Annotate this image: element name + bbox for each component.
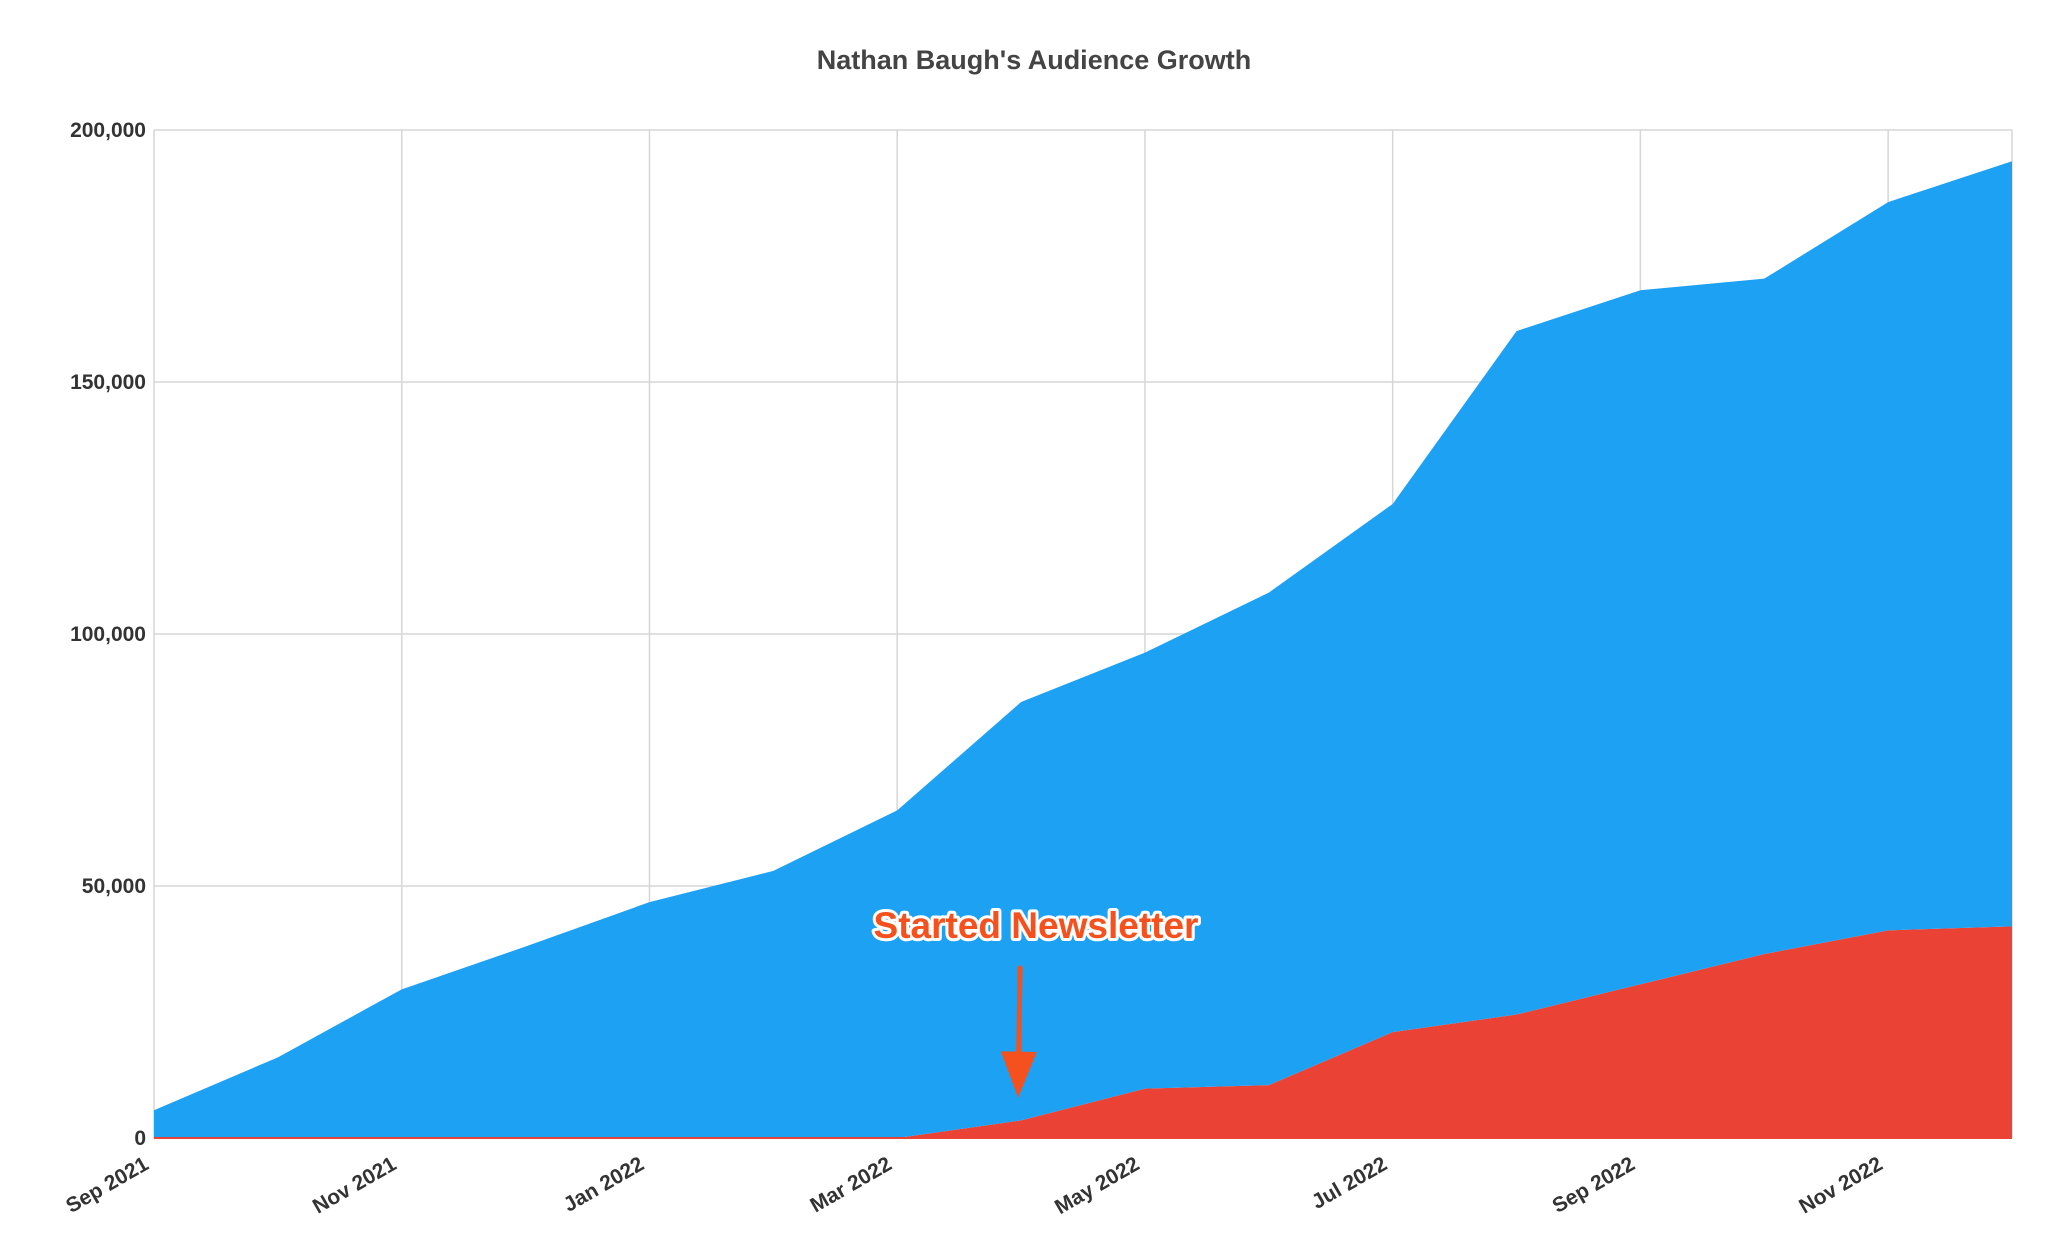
annotation-arrow-head bbox=[1000, 1051, 1037, 1098]
y-tick-label: 100,000 bbox=[70, 623, 146, 646]
series-area-2 bbox=[154, 161, 2012, 1138]
x-tick-label: Jan 2022 bbox=[560, 1152, 648, 1216]
x-tick-label: Sep 2021 bbox=[62, 1152, 153, 1218]
y-axis: 0 50,000 100,000 150,000 200,000 bbox=[70, 119, 146, 1150]
x-tick-label: Nov 2022 bbox=[1795, 1152, 1886, 1218]
y-tick-label: 150,000 bbox=[70, 371, 146, 394]
x-tick-label: Sep 2022 bbox=[1549, 1152, 1639, 1217]
x-axis: Sep 2021 Nov 2021 Jan 2022 Mar 2022 May 2022… bbox=[62, 1152, 1887, 1219]
plot-area bbox=[154, 161, 2012, 1139]
annotation-group: Started Newsletter bbox=[871, 902, 1201, 1098]
x-tick-label: Nov 2021 bbox=[309, 1152, 401, 1218]
series-area-1 bbox=[154, 926, 2012, 1138]
y-tick-label: 200,000 bbox=[70, 119, 146, 142]
y-tick-label: 50,000 bbox=[82, 875, 146, 898]
y-tick-label: 0 bbox=[134, 1127, 146, 1150]
annotation-arrow-shaft bbox=[1016, 965, 1023, 1055]
x-tick-label: May 2022 bbox=[1051, 1152, 1143, 1219]
x-tick-label: Mar 2022 bbox=[806, 1152, 895, 1217]
x-tick-label: Jul 2022 bbox=[1308, 1152, 1391, 1213]
annotation-started-newsletter: Started Newsletter bbox=[874, 905, 1199, 946]
chart-title: Nathan Baugh's Audience Growth bbox=[817, 45, 1251, 75]
